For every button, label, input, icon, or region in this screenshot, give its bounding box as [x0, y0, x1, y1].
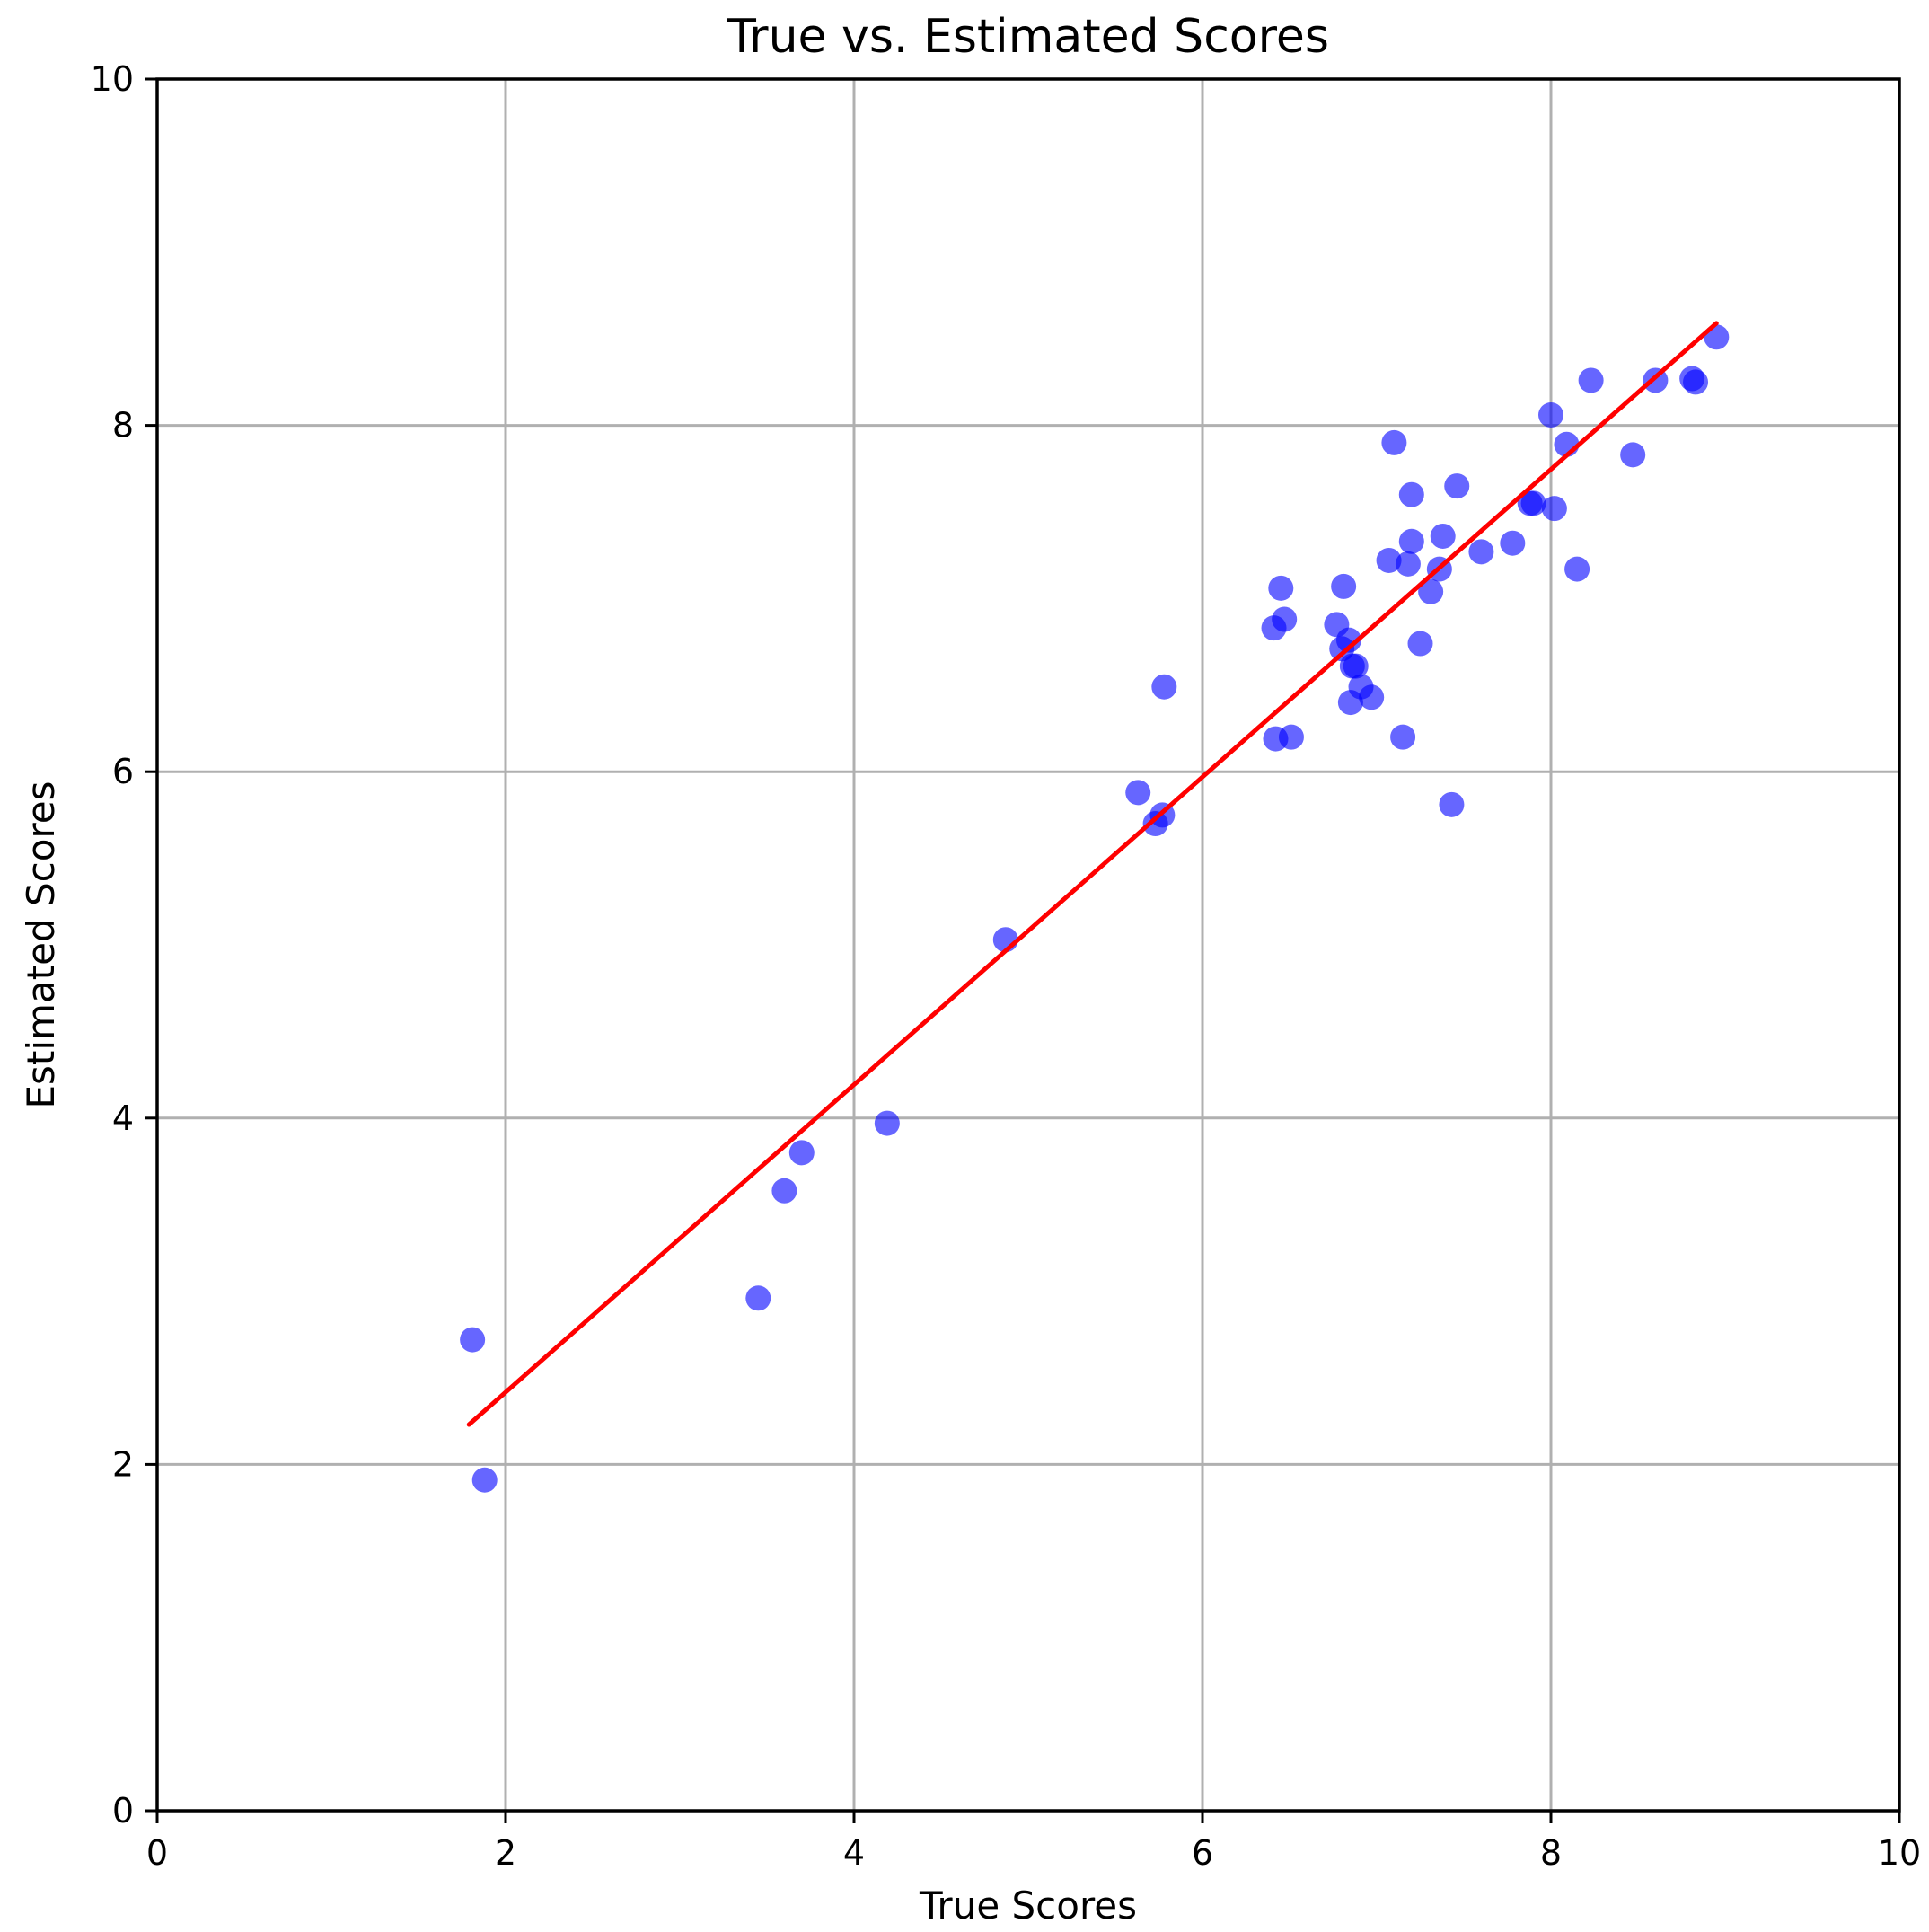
plot-frame [155, 77, 1901, 1813]
scatter-point [1620, 442, 1646, 468]
scatter-point [471, 1467, 498, 1493]
scatter-point [1564, 556, 1590, 582]
scatter-point [1343, 653, 1369, 679]
y-axis-label: Estimated Scores [19, 781, 63, 1108]
scatter-point [874, 1110, 900, 1136]
scatter-point [460, 1327, 486, 1353]
chart-title: True vs. Estimated Scores [727, 10, 1329, 64]
scatter-point [1538, 402, 1563, 428]
y-tick-label: 2 [112, 1444, 134, 1484]
scatter-point [1418, 578, 1444, 604]
scatter-point [1390, 724, 1416, 750]
scatter-point [1272, 606, 1298, 632]
fit-line-layer [466, 321, 1719, 1427]
scatter-point [1500, 530, 1526, 556]
x-tick-label: 4 [843, 1833, 865, 1873]
scatter-point [1398, 481, 1424, 507]
x-tick-label: 8 [1540, 1833, 1562, 1873]
y-tick-label: 8 [112, 406, 134, 446]
scatter-point [1407, 631, 1433, 657]
y-tick-label: 4 [112, 1098, 134, 1138]
y-tick-label: 0 [112, 1791, 134, 1831]
scatter-point [1444, 473, 1470, 499]
grid-layer [155, 77, 1901, 1813]
scatter-point [771, 1178, 797, 1204]
x-axis-label: True Scores [919, 1883, 1137, 1928]
scatter-point [1331, 573, 1357, 599]
scatter-point [1683, 369, 1709, 395]
x-tick-label: 2 [495, 1833, 516, 1873]
fit-line [466, 321, 1719, 1427]
scatter-point [1398, 528, 1424, 554]
scatter-point [1430, 523, 1456, 549]
scatter-point [1439, 791, 1465, 817]
scatter-point [1125, 780, 1151, 806]
scatter-point [1268, 575, 1294, 601]
y-tick-label: 6 [112, 752, 134, 791]
points-layer [460, 324, 1730, 1493]
scatter-point [1381, 429, 1407, 455]
x-tick-label: 10 [1878, 1833, 1921, 1873]
scatter-point [1335, 627, 1361, 653]
scatter-point [1278, 724, 1304, 750]
scatter-point [1151, 674, 1177, 700]
scatter-point [1578, 367, 1604, 393]
scatter-point [1359, 684, 1385, 710]
scatter-point [745, 1285, 771, 1311]
scatter-point [1541, 496, 1567, 522]
x-tick-label: 0 [146, 1833, 168, 1873]
scatter-point [1395, 551, 1421, 577]
y-tick-label: 10 [91, 59, 134, 99]
scatter-point [788, 1140, 815, 1166]
scatter-point [1468, 539, 1494, 565]
scatter-point [1520, 490, 1546, 516]
x-tick-label: 6 [1192, 1833, 1213, 1873]
scatter-point [1376, 547, 1402, 573]
ticks-layer: 0 2 4 6 8 10 0 2 4 6 8 10 [91, 59, 1922, 1873]
